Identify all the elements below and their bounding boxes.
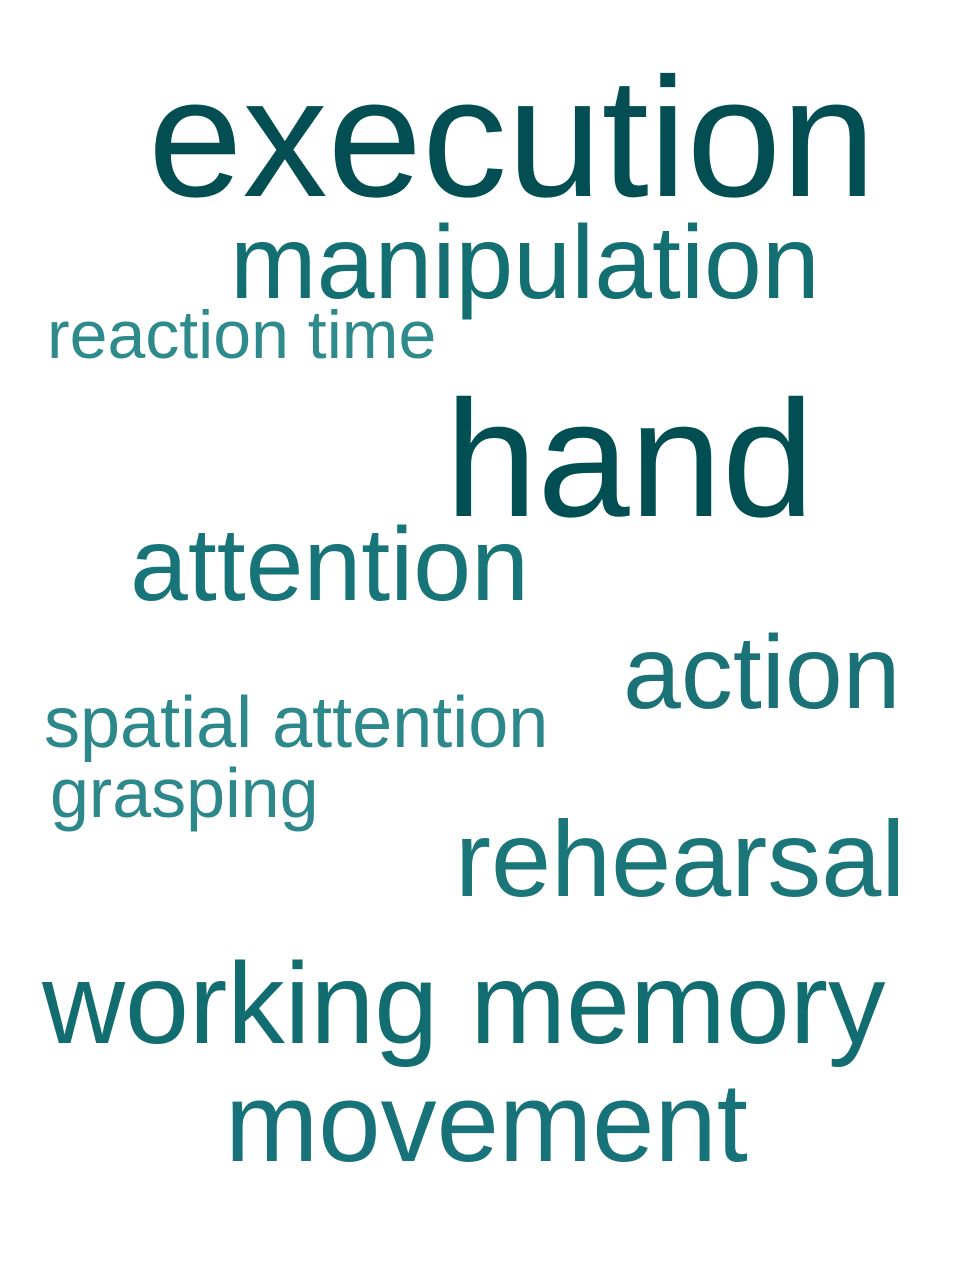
- word-spatial-attention: spatial attention: [44, 683, 549, 763]
- word-working-memory: working memory: [42, 940, 886, 1068]
- word-attention: attention: [130, 507, 529, 623]
- word-movement: movement: [225, 1060, 748, 1185]
- word-manipulation: manipulation: [230, 205, 820, 321]
- word-hand: hand: [445, 367, 815, 552]
- word-action: action: [623, 615, 901, 731]
- word-execution: execution: [148, 43, 876, 233]
- word-rehearsal: rehearsal: [455, 798, 906, 919]
- word-reaction-time: reaction time: [47, 297, 437, 373]
- word-grasping: grasping: [50, 754, 319, 832]
